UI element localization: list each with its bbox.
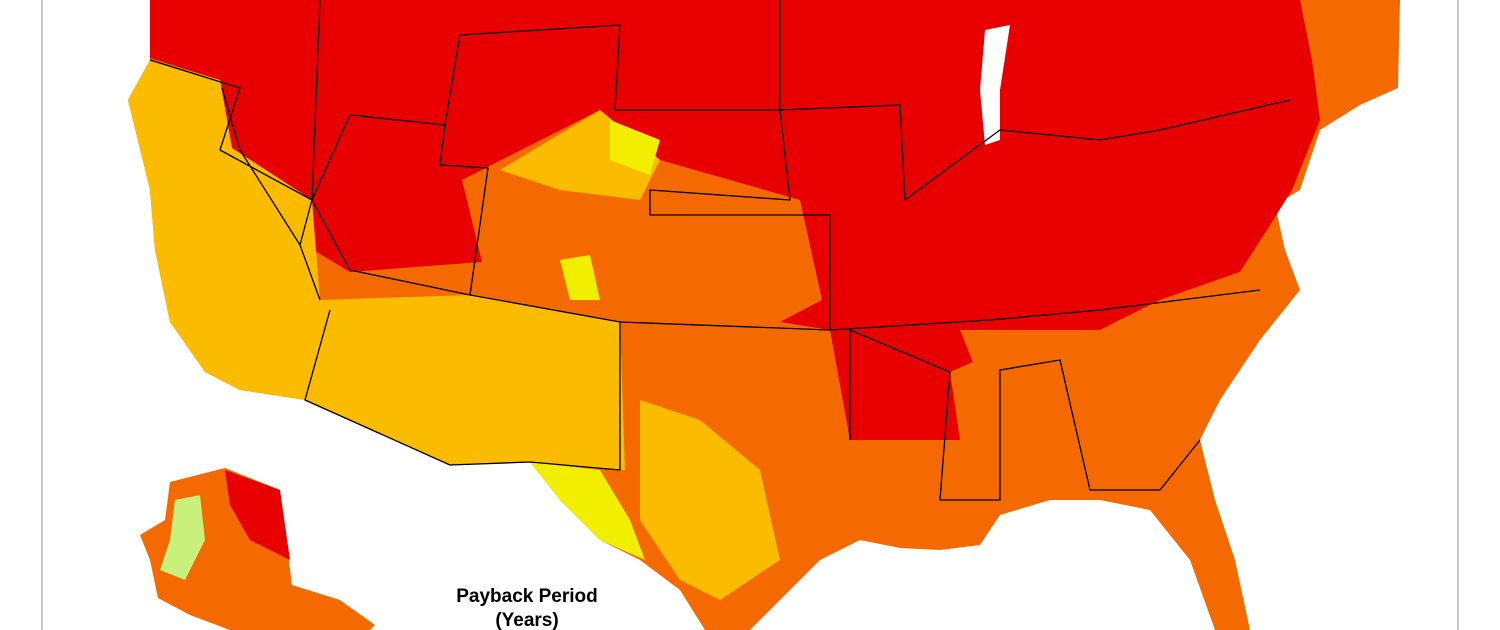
region-low-2: [560, 255, 600, 300]
state-borders: [149, 59, 321, 301]
contiguous-us: [128, 0, 1400, 630]
region-low-3: [610, 120, 660, 175]
state-borders: [311, 0, 471, 296]
state-borders: [444, 24, 831, 331]
region-mid-3: [640, 400, 780, 600]
alaska-high: [225, 470, 290, 560]
alaska: [140, 468, 375, 630]
great-lakes: [980, 25, 1010, 145]
region-mid: [128, 60, 625, 470]
state-borders: [311, 114, 621, 470]
region-low: [530, 462, 645, 560]
state-borders: [829, 289, 1261, 331]
region-orange-1: [960, 272, 1280, 380]
legend-title: (Years): [495, 610, 558, 630]
state-borders: [849, 329, 1201, 501]
state-borders: [304, 309, 621, 471]
state-borders: [779, 0, 1291, 201]
state-borders: [221, 87, 301, 246]
alaska-low: [160, 495, 205, 580]
legend-title: Payback Period: [456, 586, 598, 607]
